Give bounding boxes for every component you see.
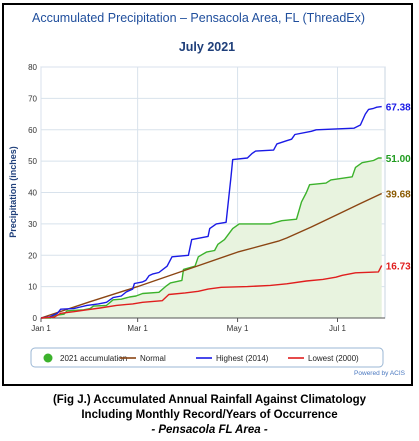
y-tick-label: 30 xyxy=(28,220,37,229)
series-line-lowest-2000 xyxy=(40,265,383,319)
series-line-highest-2014 xyxy=(40,105,382,319)
y-axis-label: Precipitation (inches) xyxy=(8,146,18,238)
series-fill-2021 xyxy=(41,158,382,318)
x-tick-label: May 1 xyxy=(227,324,249,333)
y-tick-label: 40 xyxy=(28,189,37,198)
caption-line-1: (Fig J.) Accumulated Annual Rainfall Aga… xyxy=(52,394,367,406)
y-tick-label: 50 xyxy=(28,157,37,166)
series-lines xyxy=(40,105,383,319)
end-labels: 51.00" 39.68" 67.38" 16.73" xyxy=(386,103,411,273)
y-tick-label: 70 xyxy=(28,94,37,103)
acis-credit: Powered by ACIS xyxy=(354,370,406,377)
series-line-2021-accumulation xyxy=(41,157,382,319)
axes: 0 10 20 30 40 50 60 70 80 Jan 1 Mar 1 May 1 Jul 1 xyxy=(28,63,385,333)
legend: 2021 accumulation Normal Highest (2014) Low… xyxy=(30,347,384,368)
end-label-lowest-2000: 16.73" xyxy=(386,262,411,273)
end-label-normal: 39.68" xyxy=(386,190,411,201)
legend-label: Lowest (2000) xyxy=(308,354,359,363)
legend-marker-2021 xyxy=(43,353,53,363)
legend-label: Normal xyxy=(140,354,166,363)
caption-line-3: - Pensacola FL Area - xyxy=(151,424,268,436)
chart-subtitle: July 2021 xyxy=(179,40,235,54)
series-line-normal xyxy=(40,192,382,319)
chart-frame: Accumulated Precipitation – Pensacola Ar… xyxy=(2,3,413,386)
y-tick-label: 80 xyxy=(28,63,37,72)
legend-label: Highest (2014) xyxy=(216,354,269,363)
y-tick-label: 0 xyxy=(33,314,38,323)
y-tick-label: 60 xyxy=(28,126,37,135)
area-fill xyxy=(41,158,382,318)
end-label-2021-accumulation: 51.00" xyxy=(386,154,411,165)
end-label-highest-2014: 67.38" xyxy=(386,103,411,114)
x-tick-label: Mar 1 xyxy=(127,324,148,333)
x-tick-label: Jul 1 xyxy=(329,324,346,333)
figure-caption: (Fig J.) Accumulated Annual Rainfall Aga… xyxy=(0,393,419,438)
legend-label: 2021 accumulation xyxy=(60,354,127,363)
caption-line-2: Including Monthly Record/Years of Occurr… xyxy=(81,409,338,421)
chart-title: Accumulated Precipitation – Pensacola Ar… xyxy=(32,11,365,25)
x-tick-label: Jan 1 xyxy=(31,324,51,333)
y-tick-label: 10 xyxy=(28,283,37,292)
y-tick-label: 20 xyxy=(28,251,37,260)
precipitation-chart: Accumulated Precipitation – Pensacola Ar… xyxy=(8,11,411,377)
